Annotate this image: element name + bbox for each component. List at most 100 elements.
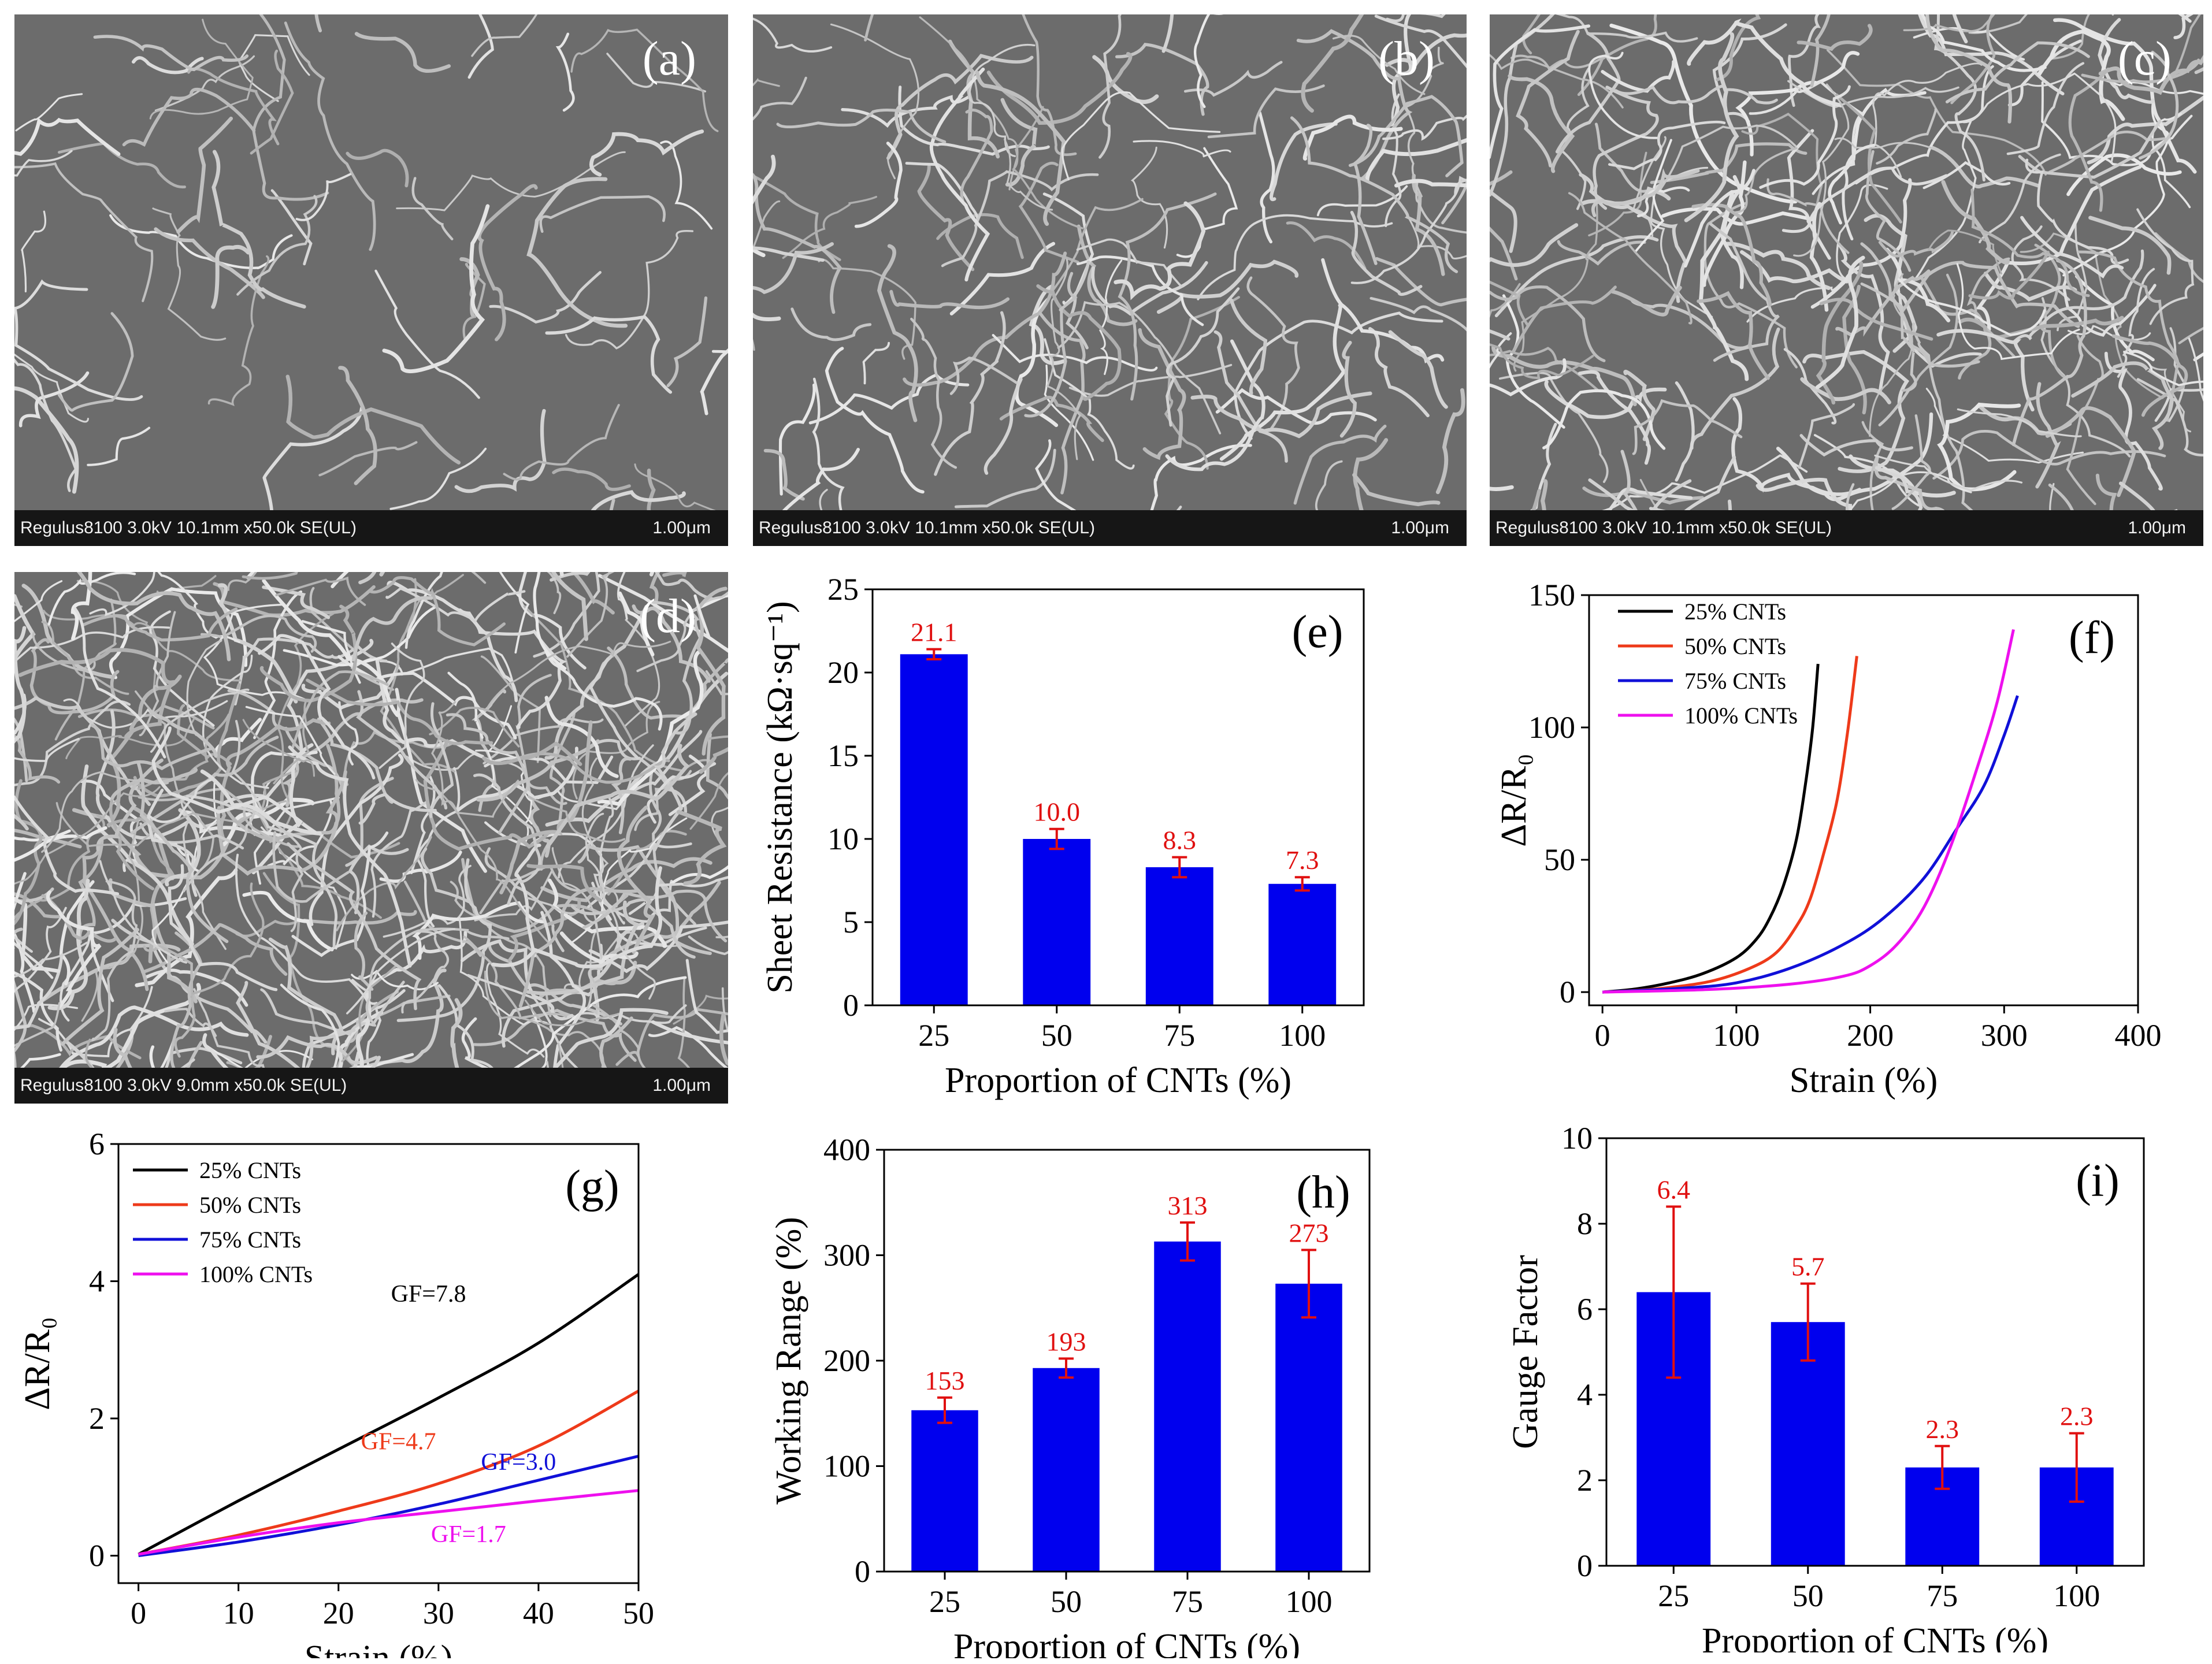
fiber: [147, 789, 198, 897]
error-bar-e-25: [926, 648, 942, 660]
fiber: [2077, 250, 2180, 422]
fiber: [187, 67, 280, 146]
fiber: [1983, 272, 2077, 302]
x-tick-label-200: 200: [1847, 1018, 1894, 1053]
bar-h-100: [1275, 1283, 1342, 1572]
fiber: [285, 374, 461, 465]
fiber: [599, 1016, 633, 1068]
fiber: [2123, 351, 2203, 387]
panel-label-h: (h): [1296, 1167, 1350, 1218]
fiber: [183, 801, 255, 893]
x-tick-label-30: 30: [423, 1596, 454, 1630]
fiber: [130, 736, 279, 835]
fiber: [517, 752, 670, 784]
fiber: [235, 853, 370, 1009]
fiber: [1098, 14, 1122, 159]
y-tick-label-2: 2: [89, 1401, 105, 1436]
sem-image-a: [14, 14, 728, 510]
fiber: [1593, 86, 1659, 210]
fiber: [1898, 278, 2046, 336]
sem-panel-a: (a) Regulus8100 3.0kV 10.1mm x50.0k SE(U…: [14, 14, 728, 546]
y-tick-label-15: 15: [827, 738, 859, 773]
legend-label-50-cnts: 50% CNTs: [199, 1192, 301, 1218]
fiber: [830, 23, 920, 180]
fiber: [2068, 68, 2110, 212]
chart-i: 6.4 5.7 2.3 2.3 0 2 4 6 8 10 25 50 75 100 Proportion o…: [1491, 1115, 2207, 1652]
fiber: [351, 596, 433, 662]
fiber: [1687, 18, 1843, 107]
fiber: [32, 632, 96, 672]
fiber: [558, 744, 654, 879]
fiber: [1219, 303, 1346, 461]
fiber: [550, 572, 591, 582]
fiber: [2117, 268, 2155, 378]
fiber: [429, 702, 454, 818]
y-tick-label-400: 400: [823, 1132, 870, 1167]
fiber: [467, 14, 494, 79]
fiber: [587, 841, 692, 908]
fiber: [2136, 208, 2195, 325]
fiber: [547, 572, 562, 614]
fiber: [273, 699, 310, 785]
x-tick-label-50: 50: [1792, 1578, 1824, 1613]
fiber: [1301, 14, 1364, 113]
fiber: [666, 296, 708, 388]
fiber: [2011, 259, 2087, 447]
fiber: [886, 54, 1034, 160]
fiber: [1683, 169, 1756, 268]
fiber: [1810, 178, 1912, 309]
fiber: [477, 184, 538, 341]
fiber: [21, 210, 47, 293]
fiber: [1588, 478, 1692, 510]
fiber: [1557, 240, 1646, 266]
sem-info-bar-b: Regulus8100 3.0kV 10.1mm x50.0k SE(UL) 1…: [753, 510, 1467, 546]
plot-frame-f: [1588, 594, 2139, 1006]
y-axis-label-g: ΔR/R₀: [18, 1317, 57, 1410]
fiber: [2136, 378, 2203, 457]
chart-e-svg: 21.1 10.0 8.3 7.3 0 5 10 15 20 25 25 50 75 100 Proport…: [760, 572, 1365, 1100]
fiber: [1968, 251, 2050, 300]
fiber: [447, 671, 484, 739]
sem-image-b: [753, 14, 1467, 510]
fiber: [975, 70, 1066, 226]
fiber: [1919, 275, 1992, 380]
fiber: [1787, 80, 1959, 108]
fiber: [719, 1013, 728, 1066]
fiber: [14, 953, 64, 1030]
fiber: [1348, 95, 1464, 177]
fiber: [941, 170, 1099, 268]
fiber: [2173, 14, 2201, 76]
fiber: [14, 907, 67, 993]
fiber: [854, 142, 903, 228]
fiber: [344, 994, 451, 1043]
fiber: [227, 572, 258, 591]
fiber: [1578, 370, 1651, 465]
fiber: [1632, 399, 1743, 455]
fiber: [446, 713, 529, 835]
fiber: [368, 576, 506, 647]
fiber: [1601, 60, 1676, 93]
fiber: [1636, 186, 1690, 218]
fiber: [461, 1017, 489, 1068]
fiber: [2168, 327, 2186, 422]
legend-label-100-cnts: 100% CNTs: [1684, 703, 1798, 729]
fiber: [2035, 382, 2061, 489]
fiber: [706, 733, 728, 800]
fiber: [960, 108, 993, 205]
fiber: [14, 971, 62, 1052]
fiber: [1582, 486, 1704, 505]
error-bar-h-25: [937, 1396, 952, 1424]
fiber: [1114, 201, 1206, 300]
fiber: [1332, 35, 1426, 95]
fiber: [544, 649, 663, 731]
fiber: [566, 572, 615, 658]
fiber: [654, 572, 714, 600]
fiber: [73, 607, 166, 759]
fiber: [211, 150, 306, 309]
fiber: [673, 994, 728, 1025]
fiber: [1133, 140, 1231, 158]
x-tick-label-50: 50: [1051, 1584, 1082, 1619]
bar-e-50: [1023, 839, 1091, 1005]
fiber: [1353, 124, 1378, 265]
fiber: [968, 43, 1036, 157]
